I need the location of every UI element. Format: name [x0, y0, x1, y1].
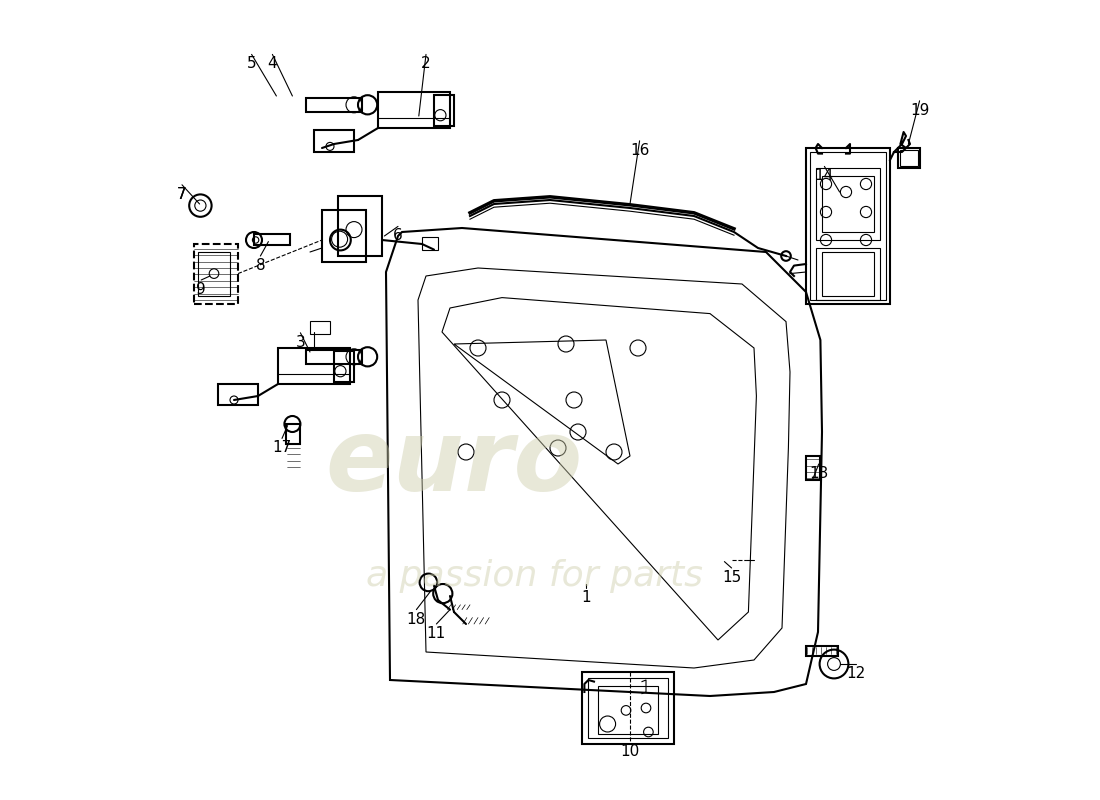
- Text: 7: 7: [177, 187, 187, 202]
- Text: 6: 6: [393, 229, 403, 243]
- Bar: [582, 672, 674, 744]
- Bar: [901, 150, 918, 166]
- Text: 19: 19: [910, 103, 930, 118]
- Text: 1: 1: [581, 590, 591, 605]
- Bar: [334, 351, 354, 382]
- Bar: [306, 98, 362, 112]
- Bar: [810, 152, 886, 300]
- Bar: [806, 456, 821, 480]
- Text: a passion for parts: a passion for parts: [365, 559, 703, 593]
- Bar: [314, 130, 354, 152]
- Text: 3: 3: [296, 335, 306, 350]
- Text: 16: 16: [630, 143, 649, 158]
- Text: 13: 13: [810, 466, 828, 481]
- Text: 10: 10: [620, 745, 639, 759]
- Bar: [434, 95, 454, 126]
- Bar: [338, 196, 382, 256]
- Bar: [322, 210, 366, 262]
- Text: 17: 17: [273, 441, 292, 455]
- Bar: [422, 237, 438, 250]
- Text: 7: 7: [177, 187, 187, 202]
- Bar: [815, 248, 880, 300]
- Bar: [310, 321, 330, 334]
- Text: 18: 18: [407, 612, 426, 626]
- Text: 8: 8: [255, 258, 265, 273]
- Bar: [278, 348, 350, 384]
- Text: 9: 9: [196, 282, 206, 297]
- Bar: [218, 384, 258, 405]
- Text: 4: 4: [267, 57, 277, 71]
- Bar: [806, 148, 890, 304]
- Bar: [378, 92, 450, 128]
- Bar: [898, 148, 921, 168]
- Text: 2: 2: [421, 57, 431, 71]
- Bar: [822, 176, 875, 232]
- Text: 12: 12: [847, 666, 866, 681]
- Bar: [806, 646, 838, 656]
- Bar: [588, 678, 668, 738]
- Text: 11: 11: [427, 626, 446, 641]
- Bar: [815, 168, 880, 240]
- Bar: [254, 234, 290, 245]
- Bar: [198, 252, 230, 296]
- Bar: [306, 350, 362, 364]
- Text: 15: 15: [722, 570, 741, 585]
- Text: 5: 5: [246, 57, 256, 71]
- Bar: [598, 686, 658, 734]
- Text: euro: euro: [326, 415, 583, 513]
- Text: 14: 14: [815, 169, 834, 183]
- Bar: [286, 424, 300, 444]
- Bar: [822, 252, 875, 296]
